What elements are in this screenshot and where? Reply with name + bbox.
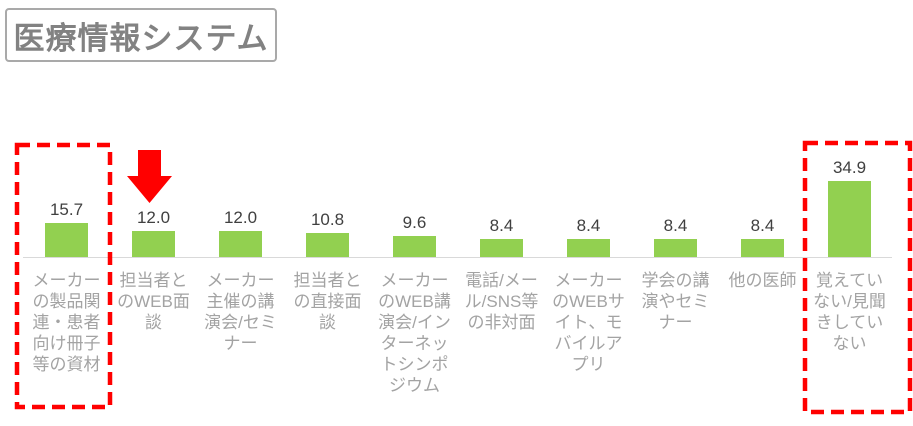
bar-column: 9.6 メーカーのWEB講演会/インターネットシンポジウム — [371, 0, 458, 396]
bar-zone: 12.0 — [110, 0, 197, 257]
bar-value-label: 8.4 — [750, 216, 775, 235]
bar-column: 12.0 メーカー主催の講演会/セミナー — [197, 0, 284, 396]
bar-column: 15.7 メーカーの製品関連・患者向け冊子等の資材 — [23, 0, 110, 396]
bar-value-label: 9.6 — [402, 213, 427, 232]
category-label: 覚えていない/見聞きしていない — [813, 271, 886, 353]
bar-column: 10.8 担当者との直接面談 — [284, 0, 371, 396]
page-title: 医療情報システム — [13, 20, 269, 56]
bar-value-label: 8.4 — [663, 216, 688, 235]
bar-value-label: 8.4 — [576, 216, 601, 235]
bar-zone: 9.6 — [371, 0, 458, 257]
category-label: メーカーのWEB講演会/インターネットシンポジウム — [378, 271, 451, 395]
bar-zone: 8.4 — [632, 0, 719, 257]
bar — [306, 233, 349, 257]
bar — [219, 231, 262, 257]
bar-column: 8.4 学会の講演やセミナー — [632, 0, 719, 396]
chart-title-box: 医療情報システム — [5, 8, 277, 62]
bar — [480, 239, 523, 257]
bar-value-label: 12.0 — [223, 208, 258, 227]
bar — [393, 236, 436, 257]
category-label: 担当者との直接面談 — [293, 271, 362, 332]
bar-column: 34.9 覚えていない/見聞きしていない — [806, 0, 893, 396]
bar — [654, 239, 697, 257]
bar — [567, 239, 610, 257]
category-label: 担当者とのWEB面談 — [117, 271, 190, 332]
bar-column: 8.4 他の医師 — [719, 0, 806, 396]
bar-zone: 8.4 — [458, 0, 545, 257]
bar-column: 8.4 電話/メール/SNS等の非対面 — [458, 0, 545, 396]
bar-chart: 15.7 メーカーの製品関連・患者向け冊子等の資材 12.0 担当者とのWEB面… — [23, 0, 893, 426]
bar — [741, 239, 784, 257]
category-label: メーカー主催の講演会/セミナー — [204, 271, 277, 353]
category-label: メーカーの製品関連・患者向け冊子等の資材 — [32, 271, 101, 374]
bar — [828, 181, 871, 257]
bar-zone: 8.4 — [545, 0, 632, 257]
x-axis-line — [23, 257, 892, 258]
category-label: 電話/メール/SNS等の非対面 — [464, 271, 539, 332]
bar-zone: 34.9 — [806, 0, 893, 257]
bar — [45, 223, 88, 257]
bar-value-label: 12.0 — [136, 208, 171, 227]
bar-value-label: 10.8 — [310, 210, 345, 229]
category-label: 他の医師 — [728, 271, 797, 290]
bar-column: 12.0 担当者とのWEB面談 — [110, 0, 197, 396]
bar-zone: 8.4 — [719, 0, 806, 257]
bar-zone: 15.7 — [23, 0, 110, 257]
bar-zone: 10.8 — [284, 0, 371, 257]
bar-value-label: 8.4 — [489, 216, 514, 235]
bar-value-label: 34.9 — [832, 158, 867, 177]
bar-zone: 12.0 — [197, 0, 284, 257]
bar-value-label: 15.7 — [49, 200, 84, 219]
category-label: 学会の講演やセミナー — [641, 271, 710, 332]
category-label: メーカーのWEBサイト、モバイルアプリ — [552, 271, 625, 374]
bar — [132, 231, 175, 257]
bar-column: 8.4 メーカーのWEBサイト、モバイルアプリ — [545, 0, 632, 396]
columns: 15.7 メーカーの製品関連・患者向け冊子等の資材 12.0 担当者とのWEB面… — [23, 0, 893, 396]
